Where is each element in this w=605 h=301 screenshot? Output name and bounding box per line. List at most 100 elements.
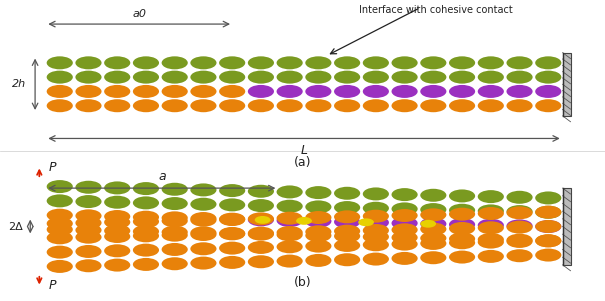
Circle shape [104, 230, 130, 243]
Circle shape [133, 99, 159, 112]
Circle shape [535, 191, 561, 204]
Circle shape [133, 215, 159, 228]
Circle shape [334, 71, 360, 84]
Circle shape [478, 219, 504, 232]
Circle shape [248, 85, 274, 98]
Circle shape [506, 71, 532, 84]
Circle shape [191, 226, 217, 239]
Circle shape [133, 182, 159, 195]
Circle shape [219, 99, 245, 112]
Circle shape [535, 56, 561, 69]
Circle shape [191, 198, 217, 211]
Circle shape [391, 217, 417, 230]
Circle shape [76, 71, 102, 84]
Circle shape [363, 56, 389, 69]
Circle shape [334, 85, 360, 98]
Circle shape [506, 234, 532, 247]
Circle shape [391, 202, 417, 216]
Circle shape [219, 256, 245, 269]
Circle shape [391, 231, 417, 244]
Circle shape [219, 213, 245, 226]
Circle shape [449, 236, 475, 249]
Text: P: P [49, 279, 56, 293]
Circle shape [276, 255, 302, 268]
Circle shape [478, 190, 504, 203]
Circle shape [104, 259, 130, 272]
Text: a: a [158, 170, 166, 183]
Circle shape [506, 191, 532, 204]
Circle shape [306, 85, 332, 98]
Circle shape [276, 185, 302, 198]
Circle shape [449, 189, 475, 203]
Circle shape [535, 220, 561, 233]
Circle shape [306, 186, 332, 199]
Circle shape [191, 56, 217, 69]
Circle shape [334, 215, 360, 228]
Circle shape [478, 233, 504, 246]
Circle shape [363, 253, 389, 265]
Text: a0: a0 [132, 9, 146, 19]
Circle shape [276, 212, 302, 225]
Circle shape [219, 227, 245, 240]
Circle shape [191, 212, 217, 225]
Circle shape [191, 242, 217, 255]
Circle shape [420, 203, 446, 216]
Circle shape [162, 243, 188, 256]
Circle shape [76, 195, 102, 208]
Circle shape [162, 211, 188, 224]
Circle shape [133, 244, 159, 257]
Circle shape [191, 85, 217, 98]
Circle shape [219, 227, 245, 240]
Circle shape [334, 230, 360, 243]
Circle shape [420, 251, 446, 264]
Circle shape [248, 227, 274, 240]
Circle shape [133, 258, 159, 271]
Circle shape [506, 249, 532, 262]
Circle shape [248, 213, 274, 226]
Circle shape [478, 204, 504, 217]
Circle shape [162, 197, 188, 210]
Circle shape [391, 223, 417, 236]
Circle shape [306, 99, 332, 112]
Circle shape [47, 260, 73, 273]
Circle shape [334, 210, 360, 223]
Circle shape [76, 259, 102, 272]
Circle shape [76, 224, 102, 237]
Circle shape [506, 235, 532, 248]
Circle shape [449, 71, 475, 84]
Circle shape [391, 252, 417, 265]
Circle shape [506, 221, 532, 234]
Circle shape [363, 99, 389, 112]
Circle shape [248, 255, 274, 268]
Circle shape [334, 201, 360, 214]
Circle shape [506, 56, 532, 69]
Circle shape [133, 71, 159, 84]
Circle shape [47, 223, 73, 236]
Bar [563, 53, 571, 116]
Circle shape [191, 71, 217, 84]
Circle shape [219, 213, 245, 226]
Circle shape [306, 229, 332, 242]
Circle shape [535, 249, 561, 262]
Circle shape [391, 99, 417, 112]
Circle shape [276, 226, 302, 239]
Circle shape [191, 99, 217, 112]
Circle shape [306, 240, 332, 253]
Circle shape [219, 85, 245, 98]
Circle shape [535, 71, 561, 84]
Circle shape [219, 71, 245, 84]
Circle shape [276, 228, 302, 241]
Circle shape [162, 99, 188, 112]
Circle shape [449, 222, 475, 235]
Circle shape [478, 250, 504, 263]
Circle shape [162, 214, 188, 227]
Circle shape [104, 71, 130, 84]
Circle shape [162, 257, 188, 270]
Circle shape [449, 56, 475, 69]
Circle shape [104, 85, 130, 98]
Circle shape [506, 85, 532, 98]
Circle shape [363, 230, 389, 243]
Circle shape [276, 56, 302, 69]
Circle shape [133, 225, 159, 238]
Circle shape [47, 209, 73, 222]
